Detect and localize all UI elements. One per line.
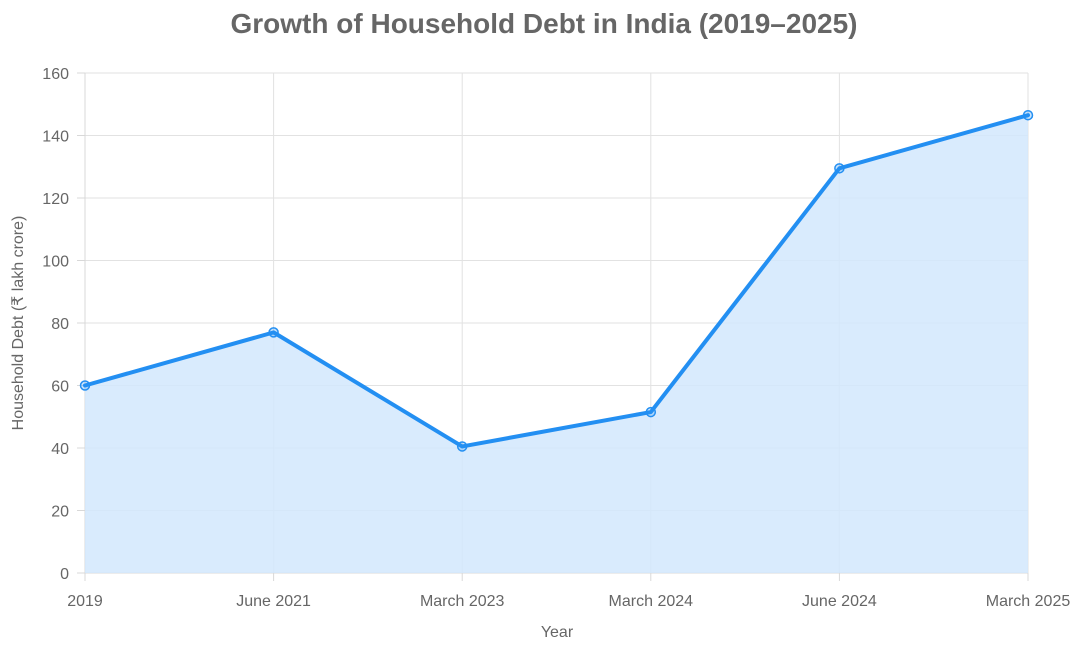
data-point <box>456 441 468 452</box>
x-tick-label: June 2024 <box>802 593 877 610</box>
y-tick-label: 60 <box>51 379 69 396</box>
y-tick-label: 100 <box>42 254 69 271</box>
y-tick-label: 20 <box>51 504 69 521</box>
data-point <box>79 380 91 391</box>
y-tick-label: 40 <box>51 441 69 458</box>
data-point <box>834 163 845 174</box>
data-point <box>268 327 279 338</box>
x-tick-label: 2019 <box>67 593 103 610</box>
x-tick-labels: 2019 June 2021 March 2023 March 2024 June 20… <box>67 593 1070 610</box>
chart-title: Growth of Household Debt in India (2019–… <box>231 8 858 39</box>
y-tick-label: 140 <box>42 129 69 146</box>
x-tick-label: March 2023 <box>420 593 505 610</box>
y-tick-label: 80 <box>51 316 69 333</box>
data-point <box>1022 109 1034 121</box>
y-tick-label: 120 <box>42 191 69 208</box>
y-tick-labels: 0 20 40 60 80 100 120 140 160 <box>42 66 69 583</box>
x-tick-label: June 2021 <box>236 593 311 610</box>
data-point <box>645 406 657 418</box>
x-tick-label: March 2024 <box>609 593 694 610</box>
y-axis-title: Household Debt (₹ lakh crore) <box>10 216 27 431</box>
x-tick-label: March 2025 <box>986 593 1071 610</box>
data-points <box>79 109 1034 452</box>
y-tick-label: 160 <box>42 66 69 83</box>
series-line <box>83 113 1030 449</box>
x-axis-title: Year <box>541 624 574 641</box>
y-tick-label: 0 <box>60 566 69 583</box>
